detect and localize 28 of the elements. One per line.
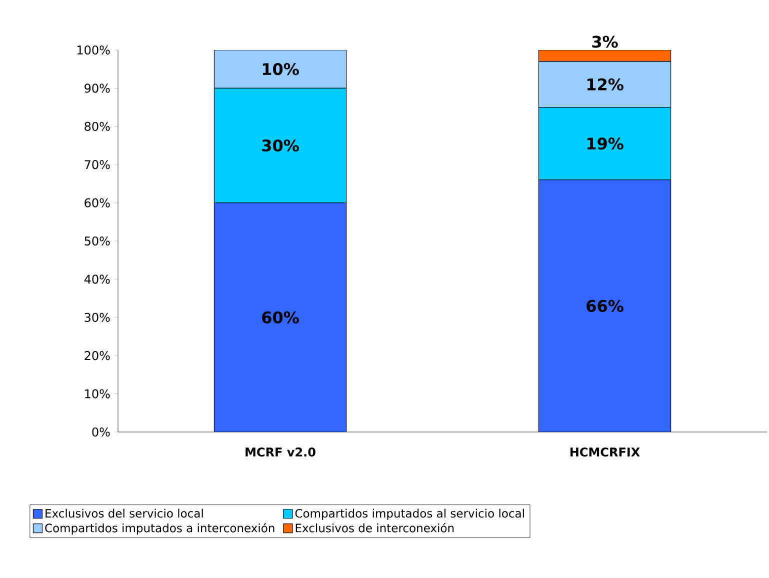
y-tick-label: 90% xyxy=(84,84,110,93)
bar xyxy=(214,202,346,432)
bar xyxy=(538,61,672,108)
data-label: 66% xyxy=(586,300,624,312)
y-tick-label: 80% xyxy=(84,122,110,131)
data-label: 10% xyxy=(262,63,299,76)
y-tick-label: 20% xyxy=(84,351,110,360)
y-tick-label: 70% xyxy=(84,160,110,170)
y-tick-label: 60% xyxy=(84,198,110,208)
legend-label: Exclusivos de interconexión xyxy=(296,522,454,532)
y-tick-label: 10% xyxy=(85,389,110,398)
x-tick-label: HCMCRFIX xyxy=(570,448,640,457)
data-label: 19% xyxy=(587,138,624,150)
y-tick-label: 0% xyxy=(92,427,110,437)
bar xyxy=(538,180,672,432)
data-label: 60% xyxy=(262,311,299,324)
data-label: 12% xyxy=(587,78,624,90)
y-tick-label: 100% xyxy=(77,45,110,55)
x-tick-label: MCRF v2.0 xyxy=(246,448,316,457)
data-label: 3% xyxy=(592,36,618,48)
y-tick-label: 30% xyxy=(84,312,110,322)
bar xyxy=(214,50,347,88)
data-label: 30% xyxy=(262,139,299,152)
legend-label: Exclusivos del servicio local xyxy=(46,508,203,518)
legend-label: Compartidos imputados al servicio local xyxy=(295,508,524,520)
y-tick-label: 40% xyxy=(84,274,110,284)
y-tick-label: 50% xyxy=(84,236,110,246)
legend-label: Compartidos imputados a interconexión xyxy=(45,522,274,535)
